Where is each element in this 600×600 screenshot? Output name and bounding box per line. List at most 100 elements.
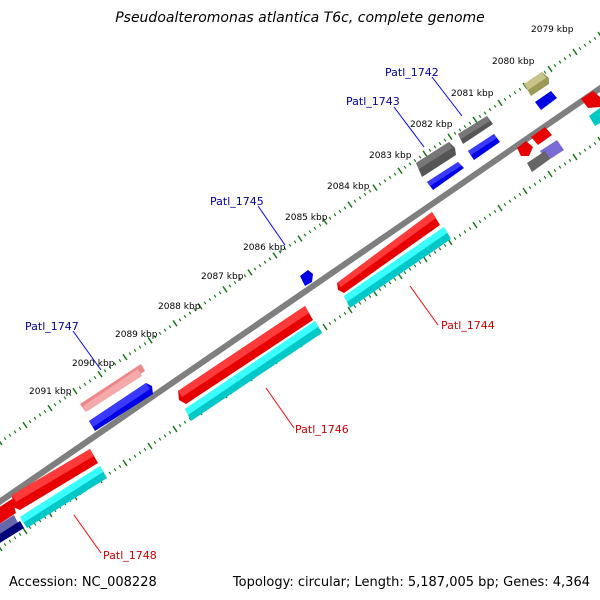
minor-tick <box>183 314 187 319</box>
minor-tick <box>583 43 587 47</box>
gene-feature-red-small-2[interactable] <box>531 127 552 145</box>
gene-feature-blue-4[interactable] <box>535 91 557 110</box>
minor-tick <box>143 342 147 346</box>
minor-tick <box>263 260 267 264</box>
minor-tick <box>538 179 542 183</box>
tick-label: 2079 kbp <box>531 25 574 35</box>
minor-tick <box>178 424 182 428</box>
gene-label-patl-1748[interactable]: Patl_1748 <box>103 549 157 562</box>
minor-tick <box>478 114 482 118</box>
minor-tick <box>58 399 62 403</box>
minor-tick <box>593 141 597 145</box>
minor-tick <box>118 464 122 468</box>
minor-tick <box>63 396 67 400</box>
gene-feature-purple-edge[interactable] <box>0 515 18 537</box>
major-tick <box>397 167 403 174</box>
gene-feature-red-small-3[interactable] <box>581 91 600 108</box>
minor-tick <box>83 382 87 386</box>
minor-tick <box>8 433 12 437</box>
minor-tick <box>138 451 142 455</box>
minor-tick <box>28 420 32 424</box>
major-tick <box>197 303 203 310</box>
major-tick <box>147 442 153 450</box>
minor-tick <box>358 301 362 305</box>
gene-label-patl-1743[interactable]: Patl_1743 <box>346 95 400 108</box>
minor-tick <box>493 209 497 213</box>
minor-tick <box>553 63 557 68</box>
minor-tick <box>488 108 492 112</box>
minor-tick <box>28 526 32 530</box>
minor-tick <box>288 243 292 247</box>
major-tick <box>322 218 328 225</box>
major-tick <box>147 336 153 344</box>
minor-tick <box>153 441 157 445</box>
minor-tick <box>293 240 297 244</box>
minor-tick <box>378 288 382 292</box>
forward-strand-features <box>80 72 557 431</box>
minor-tick <box>413 158 417 163</box>
gene-label-patl-1744[interactable]: Patl_1744 <box>441 319 495 332</box>
tick-label: 2080 kbp <box>492 57 535 67</box>
minor-tick <box>368 189 372 193</box>
minor-tick <box>438 141 442 146</box>
minor-tick <box>283 247 287 251</box>
minor-tick <box>333 213 337 217</box>
major-tick <box>0 546 3 552</box>
major-tick <box>547 65 553 73</box>
minor-tick <box>13 536 17 540</box>
minor-tick <box>568 53 572 57</box>
minor-tick <box>368 294 372 298</box>
minor-tick <box>328 216 332 220</box>
minor-tick <box>388 281 392 285</box>
minor-tick <box>583 148 587 152</box>
gene-label-patl-1747[interactable]: Patl_1747 <box>25 320 79 333</box>
minor-tick <box>443 243 447 247</box>
minor-tick <box>383 284 387 288</box>
major-tick <box>72 387 78 395</box>
minor-tick <box>588 145 592 149</box>
minor-tick <box>128 458 132 462</box>
minor-tick <box>238 277 242 281</box>
major-tick <box>122 459 128 467</box>
minor-tick <box>403 271 407 275</box>
gene-feature-cyan-edge[interactable] <box>589 108 600 126</box>
major-tick <box>222 286 228 293</box>
minor-tick <box>543 70 547 74</box>
major-tick <box>0 440 3 446</box>
gene-feature-patl-1745[interactable] <box>300 270 313 286</box>
major-tick <box>347 201 353 208</box>
gene-feature-red-small-1[interactable] <box>517 141 533 156</box>
minor-tick <box>433 145 437 149</box>
minor-tick <box>78 386 82 390</box>
major-tick <box>472 221 478 229</box>
minor-tick <box>503 97 507 102</box>
leader-patl-1744 <box>409 285 439 326</box>
major-tick <box>172 425 178 433</box>
gene-feature-gray[interactable] <box>527 151 550 172</box>
minor-tick <box>513 91 517 95</box>
minor-tick <box>8 539 12 543</box>
leader-patl-1745 <box>257 205 286 246</box>
minor-tick <box>478 220 482 224</box>
minor-tick <box>93 375 97 380</box>
minor-tick <box>208 297 212 302</box>
gene-feature-red-edge[interactable] <box>0 499 16 527</box>
gene-label-patl-1745[interactable]: Patl_1745 <box>210 195 264 208</box>
minor-tick <box>578 152 582 156</box>
minor-tick <box>18 532 22 536</box>
minor-tick <box>463 230 467 234</box>
minor-tick <box>278 250 282 254</box>
gene-label-patl-1746[interactable]: Patl_1746 <box>295 423 349 436</box>
minor-tick <box>3 437 7 441</box>
minor-tick <box>218 291 222 295</box>
minor-tick <box>543 175 547 179</box>
minor-tick <box>338 315 342 319</box>
minor-tick <box>343 206 347 210</box>
minor-tick <box>268 257 272 261</box>
gene-label-patl-1742[interactable]: Patl_1742 <box>385 66 439 79</box>
minor-tick <box>593 36 597 40</box>
major-tick <box>597 31 600 37</box>
leader-patl-1742 <box>431 76 463 117</box>
